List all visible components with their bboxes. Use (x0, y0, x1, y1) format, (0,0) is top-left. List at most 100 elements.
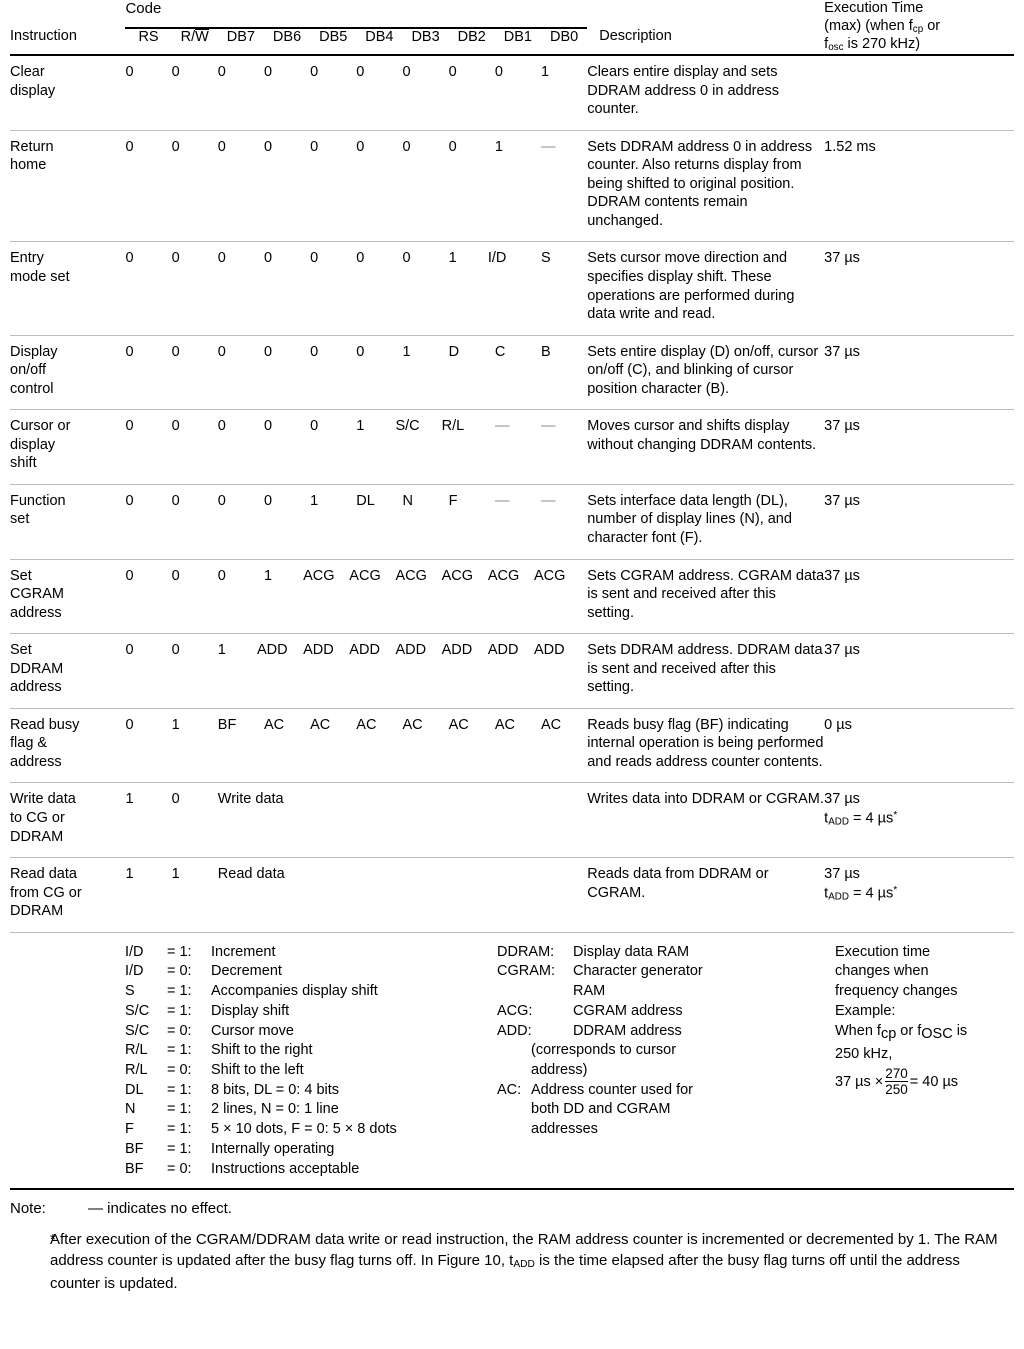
header-instruction: Instruction (10, 27, 77, 44)
execution-time: 37 µs (824, 559, 1014, 635)
cell-rs: 0 (125, 55, 172, 131)
legend-bit-symbol: BF (125, 1140, 144, 1157)
legend-acg-text: CGRAM address (573, 1002, 683, 1019)
cell-rs: 1 (125, 866, 134, 883)
table-row: Function set 0 0 0 0 1 DL N F — — Sets interface dat… (10, 484, 1014, 560)
instruction-description: Moves cursor and shifts display without … (587, 409, 825, 485)
legend-acg: ACG: CGRAM address (497, 1002, 825, 1022)
cell-db6: AC (263, 708, 311, 784)
cell-db1: — (494, 484, 541, 560)
legend-bit-symbol: S/C (125, 1022, 150, 1039)
cell-data-span-label: Read data (217, 866, 285, 883)
cell-wide-label: ACG (395, 567, 427, 584)
cell-db0: B (540, 335, 588, 411)
cell-db6: 0 (263, 484, 311, 560)
cell-rs: 0 (125, 409, 172, 485)
cell-db2: 1 (448, 241, 495, 336)
instruction-name: Return home (10, 130, 126, 243)
instruction-description: Clears entire display and sets DDRAM add… (587, 55, 825, 131)
table-row: Cursor or display shift 0 0 0 0 0 1 S/C R/L — — Moves… (10, 409, 1014, 485)
cell-rw: 0 (171, 559, 218, 635)
no-effect-dash: — (540, 492, 556, 509)
exec-note-line1: Execution time (835, 943, 931, 960)
legend-bit-value: = 0: (167, 1022, 192, 1039)
legend-ac-text: Address counter used for (531, 1081, 694, 1098)
cell-db4: 0 (356, 130, 403, 243)
note-star-marker: * (50, 1230, 56, 1248)
header-rs: RS (138, 28, 159, 45)
cell-db6: 1 (263, 559, 311, 635)
cell-db1: — (494, 409, 541, 485)
header-db5: DB5 (319, 28, 348, 45)
footnotes: Note: — indicates no effect. * After exe… (10, 1190, 1014, 1294)
instruction-description: Sets entire display (D) on/off, cursor o… (587, 335, 825, 411)
cell-db2: 0 (448, 55, 495, 131)
cell-db4: 0 (356, 335, 403, 411)
cell-db3: 0 (402, 241, 449, 336)
execution-time: 37 µs (824, 409, 1014, 485)
cell-db5: 0 (310, 409, 357, 485)
legend-bit-meaning: Increment (211, 943, 276, 960)
cell-db2: AC (448, 708, 495, 784)
execution-time: 37 µs (824, 633, 1014, 709)
note-star-line: * After execution of the CGRAM/DDRAM dat… (10, 1220, 1014, 1294)
legend-bit-meaning: Accompanies display shift (211, 983, 378, 1000)
cell-db2: R/L (442, 409, 495, 485)
table-row: Return home 0 0 0 0 0 0 0 0 1— Sets DDRAM address 0… (10, 130, 1014, 243)
cell-db6: 0 (263, 409, 311, 485)
execution-time (824, 55, 1014, 131)
legend-bit-meaning: 8 bits, DL = 0: 4 bits (211, 1081, 340, 1098)
instruction-name: Cursor or display shift (10, 409, 126, 485)
exec-note-line3: frequency changes (835, 983, 958, 1000)
note-separator (10, 1188, 1014, 1191)
cell-db5: ADD (303, 633, 357, 709)
instruction-name: Read busy flag & address (10, 708, 126, 784)
cell-rw: 0 (171, 782, 218, 859)
ram-legend-column: DDRAM: Display data RAM CGRAM: Character… (497, 943, 825, 1180)
legend-ac-symbol: AC: (497, 1081, 522, 1098)
legend-bit-symbol: S/C (125, 1002, 150, 1019)
cell-wide-label: ACG (533, 567, 566, 584)
execution-time-header: Execution Time (max) (when fcp or fosc i… (824, 0, 941, 54)
table-row: Write data to CG or DDRAM 1 0 Write data Write… (10, 782, 1014, 859)
table-row: Entry mode set 0 0 0 0 0 0 0 1 I/D S Sets cursor mov… (10, 241, 1014, 336)
cell-rw: 1 (171, 866, 180, 883)
cell-rw: 1 (171, 708, 218, 784)
cell-wide-label: ADD (349, 642, 380, 659)
table-row: Set CGRAM address 0 0 0 1 ACG ACG ACG ACG ACG ACG Set… (10, 559, 1014, 635)
exec-note-line5: When fcp or fOSC is (835, 1022, 968, 1042)
cell-db1: AC (494, 708, 541, 784)
cell-db3: AC (402, 708, 449, 784)
legend-bit-symbol: BF (125, 1160, 144, 1177)
cell-db1: ADD (488, 633, 541, 709)
legend-bit-row: I/D = 1: Increment (125, 943, 497, 963)
legend-cgram-text: Character generator (573, 963, 703, 980)
cell-rs: 0 (125, 335, 172, 411)
legend-bit-row: DL = 1: 8 bits, DL = 0: 4 bits (125, 1081, 497, 1101)
cell-db5: ACG (303, 559, 357, 635)
legend-ac: AC: Address counter used for (497, 1081, 825, 1101)
instruction-rows: Clear display 0 0 0 0 0 0 0 0 0 1 Clears entire disp… (10, 55, 1014, 932)
cell-db6: 0 (263, 335, 311, 411)
instruction-set-table: Code Execution Time (max) (when fcp or f… (10, 0, 1014, 932)
legend-cgram: CGRAM: Character generator (497, 962, 825, 982)
cell-wide-label: ACG (487, 567, 520, 584)
cell-rw: 0 (171, 130, 218, 243)
cell-rs: 0 (125, 130, 172, 243)
instruction-name: Function set (10, 484, 126, 560)
cell-db0: ADD (534, 633, 588, 709)
header-db1: DB1 (503, 28, 532, 45)
instruction-name: Clear display (10, 55, 126, 131)
execution-time: 1.52 ms (824, 130, 1014, 243)
cell-db4: ACG (349, 559, 403, 635)
cell-db2: ACG (442, 559, 495, 635)
legend-bit-symbol: I/D (125, 963, 144, 980)
instruction-name: Read data from CG or DDRAM (10, 866, 82, 920)
cell-wide-label: R/L (441, 418, 465, 435)
legend-cgram-symbol: CGRAM: (497, 963, 555, 980)
legend-bit-row: BF = 0: Instructions acceptable (125, 1160, 497, 1180)
legend-ddram: DDRAM: Display data RAM (497, 943, 825, 963)
legend-block: I/D = 1: Increment I/D = 0: Decrement S = 1: Acc… (10, 933, 1014, 1180)
legend-ddram-symbol: DDRAM: (497, 943, 555, 960)
legend-bit-value: = 1: (167, 1101, 192, 1118)
